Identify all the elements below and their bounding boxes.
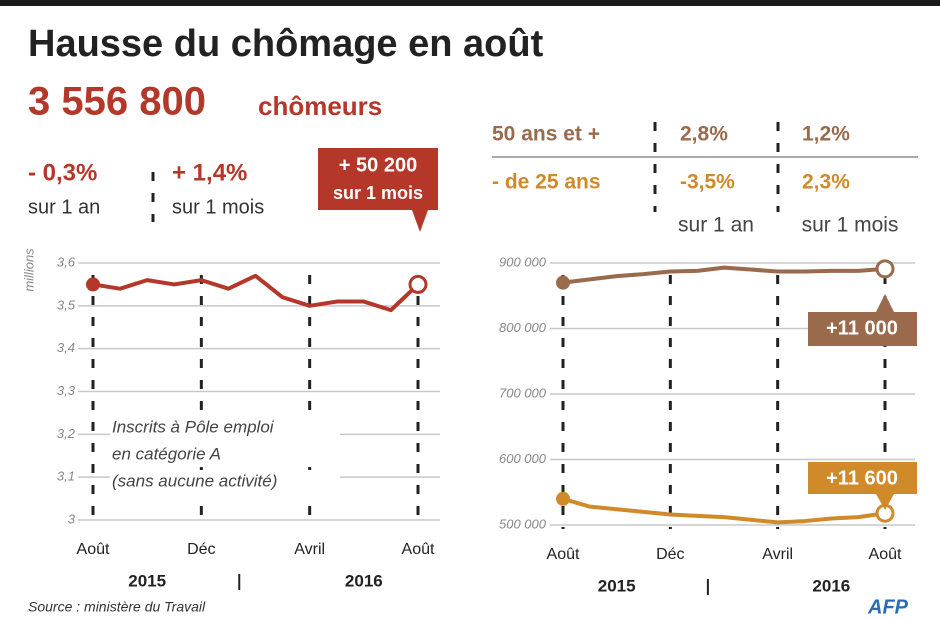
x-tick-label: Août bbox=[402, 541, 435, 558]
y-tick-label: 3,6 bbox=[57, 254, 76, 269]
annotation-bg bbox=[110, 470, 340, 494]
x-tick-label: Août bbox=[547, 546, 580, 563]
column-label: sur 1 an bbox=[678, 214, 754, 237]
x-tick-label: Déc bbox=[656, 546, 684, 563]
annotation: Inscrits à Pôle emploi bbox=[112, 417, 275, 436]
column-label: sur 1 mois bbox=[802, 214, 899, 237]
start-point bbox=[556, 491, 570, 506]
start-point bbox=[556, 275, 570, 290]
end-point bbox=[408, 274, 428, 294]
annotation: en catégorie A bbox=[112, 444, 221, 463]
y-tick-label: 3,3 bbox=[57, 383, 76, 398]
data-line bbox=[562, 265, 886, 285]
stat-note: sur 1 mois bbox=[172, 196, 264, 218]
callout-note: sur 1 mois bbox=[333, 183, 423, 203]
callout-box bbox=[318, 148, 438, 232]
title: Hausse du chômage en août bbox=[28, 23, 544, 65]
x-tick-label: Août bbox=[869, 546, 902, 563]
y-tick-label: 3,2 bbox=[57, 426, 76, 441]
data-line bbox=[92, 273, 420, 313]
callout-value: + 50 200 bbox=[339, 154, 417, 176]
y-tick-label: 800 000 bbox=[499, 320, 547, 335]
source: Source : ministère du Travail bbox=[28, 599, 206, 615]
y-tick-label: 3 bbox=[68, 511, 76, 526]
annotation-bg bbox=[110, 443, 340, 467]
headline-unit: chômeurs bbox=[258, 91, 382, 121]
end-point bbox=[875, 259, 895, 279]
y-tick-label: 3,1 bbox=[57, 469, 75, 484]
year-label: 2016 bbox=[812, 576, 850, 595]
start-point bbox=[86, 277, 100, 292]
row-value: 1,2% bbox=[802, 123, 850, 146]
stat-note: sur 1 an bbox=[28, 196, 100, 218]
x-tick-label: Avril bbox=[762, 546, 793, 563]
row-label: - de 25 ans bbox=[492, 171, 601, 194]
year-label: 2015 bbox=[598, 576, 636, 595]
row-value: 2,8% bbox=[680, 123, 728, 146]
x-tick-label: Déc bbox=[187, 541, 215, 558]
headline-number: 3 556 800 bbox=[28, 80, 206, 124]
row-label: 50 ans et + bbox=[492, 123, 600, 146]
x-tick-label: Août bbox=[77, 541, 110, 558]
stat-value: + 1,4% bbox=[172, 159, 247, 186]
stat-value: - 0,3% bbox=[28, 159, 97, 186]
year-label: 2016 bbox=[345, 571, 383, 590]
y-tick-label: 3,5 bbox=[57, 297, 76, 312]
credit: AFP bbox=[867, 596, 909, 618]
y-tick-label: 600 000 bbox=[499, 451, 547, 466]
callout-value: +11 600 bbox=[826, 467, 898, 489]
y-tick-label: 900 000 bbox=[499, 254, 547, 269]
y-tick-label: 500 000 bbox=[499, 516, 547, 531]
callout-box bbox=[808, 294, 917, 346]
x-tick-label: Avril bbox=[294, 541, 325, 558]
y-tick-label: 700 000 bbox=[499, 385, 547, 400]
top-bar bbox=[0, 0, 940, 6]
data-line bbox=[562, 496, 886, 525]
row-value: 2,3% bbox=[802, 171, 850, 194]
annotation: (sans aucune activité) bbox=[112, 471, 277, 490]
y-tick-label: 3,4 bbox=[57, 340, 75, 355]
year-label: 2015 bbox=[128, 571, 166, 590]
callout-box bbox=[808, 462, 917, 510]
annotation-bg bbox=[110, 416, 340, 440]
row-value: -3,5% bbox=[680, 171, 735, 194]
y-axis-label: millions bbox=[21, 248, 36, 292]
callout-value: +11 000 bbox=[826, 317, 898, 339]
